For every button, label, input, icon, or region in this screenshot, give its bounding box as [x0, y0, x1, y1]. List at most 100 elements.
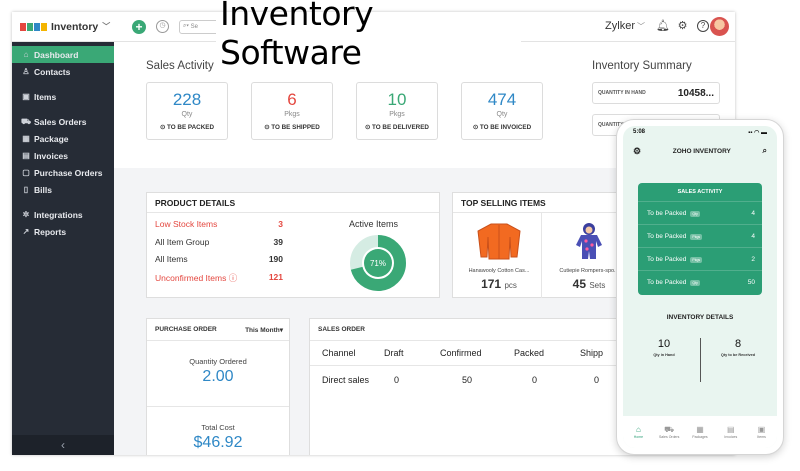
tab-label: Invoices	[724, 435, 738, 439]
qty-in-hand-value: 10	[657, 338, 671, 350]
sidebar-item-label: Contacts	[34, 66, 71, 77]
sidebar-item-reports[interactable]: ↗ Reports	[12, 223, 114, 240]
top-item[interactable]: Hanawooly Cotton Cas... 171 pcs	[455, 213, 543, 297]
mobile-activity-row[interactable]: To be Packed Pkgs 2	[638, 247, 762, 270]
sidebar-item-dashboard[interactable]: ⌂ Dashboard	[12, 46, 114, 63]
mobile-tab-home[interactable]: ⌂ Home	[624, 425, 652, 439]
total-cost-block: Total Cost $46.92	[147, 423, 289, 452]
mobile-activity-row[interactable]: To be Packed Pkgs 4	[638, 224, 762, 247]
stat-to-be-delivered[interactable]: 10 Pkgs ⊙ TO BE DELIVERED	[356, 82, 438, 140]
mobile-activity-row[interactable]: To be Packed Qty 4	[638, 201, 762, 224]
history-icon[interactable]: ◷	[156, 20, 169, 33]
product-details-title: PRODUCT DETAILS	[147, 193, 439, 213]
stat-to-be-shipped[interactable]: 6 Pkgs ⊙ TO BE SHIPPED	[251, 82, 333, 140]
low-stock-row[interactable]: Low Stock Items 3	[155, 219, 283, 229]
gear-icon[interactable]: ⚙	[633, 145, 642, 156]
truck-icon: ⊙	[264, 124, 272, 131]
item-unit: pcs	[504, 281, 517, 290]
col-confirmed: Confirmed	[440, 341, 514, 366]
tab-label: Home	[633, 435, 644, 439]
chevron-left-icon: ‹	[61, 438, 65, 452]
sidebar-item-integrations[interactable]: ✲ Integrations	[12, 206, 114, 223]
caret-down-icon: ▾	[279, 326, 283, 334]
quantity-row-label: QUANTITY	[598, 122, 624, 128]
tab-label: Items	[757, 435, 766, 439]
stat-label: TO BE DELIVERED	[372, 124, 429, 131]
qty-to-receive-value: 8	[734, 338, 742, 350]
row-label: To be Packed	[647, 255, 687, 263]
sidebar-item-label: Purchase Orders	[34, 167, 103, 178]
stat-unit: Qty	[181, 111, 193, 118]
sidebar-item-label: Package	[34, 133, 69, 144]
check-circle-icon: ⊙	[159, 124, 168, 131]
sidebar-spacer	[12, 105, 114, 113]
stat-label: TO BE PACKED	[167, 124, 215, 131]
org-switcher[interactable]: Zylker ﹀	[605, 20, 645, 32]
bell-icon[interactable]: 🔔︎	[656, 20, 670, 32]
search-input[interactable]: ⌕▾ Se	[179, 19, 219, 34]
quantity-in-hand-row: QUANTITY IN HAND 10458...	[592, 82, 720, 104]
period-select[interactable]: This Month▾	[245, 326, 283, 334]
cell-draft: 0	[394, 375, 400, 386]
sidebar-item-invoices[interactable]: ▤ Invoices	[12, 147, 114, 164]
zoho-logo	[20, 22, 48, 31]
unconfirmed-items-row[interactable]: Unconfirmed Items ⓘ 121	[155, 272, 283, 284]
item-group-row[interactable]: All Item Group 39	[155, 237, 283, 247]
row-label: All Items	[155, 254, 188, 264]
stat-to-be-invoiced[interactable]: 474 Qty ⊙ TO BE INVOICED	[461, 82, 543, 140]
mobile-time: 5:08	[633, 129, 646, 135]
stat-value: 474	[487, 90, 517, 109]
qty-in-hand-label: Qty in Hand	[653, 353, 675, 357]
all-items-row[interactable]: All Items 190	[155, 254, 283, 264]
stat-value: 228	[172, 90, 202, 109]
avatar[interactable]	[710, 17, 729, 36]
help-icon[interactable]: ?	[697, 20, 709, 32]
inventory-summary-title: Inventory Summary	[592, 60, 692, 72]
check-circle-icon: ⊙	[472, 124, 480, 131]
search-icon[interactable]: ⌕	[762, 146, 767, 155]
mobile-tab-items[interactable]: ▣ Items	[748, 425, 776, 439]
invoice-icon: ▤	[22, 151, 30, 160]
cell-shipped: 0	[594, 375, 600, 386]
item-unit: Sets	[589, 281, 606, 290]
row-label: To be Packed	[647, 278, 687, 286]
brand[interactable]: Inventory ﹀	[12, 12, 114, 42]
purchase-order-card: PURCHASE ORDER This Month▾ Quantity Orde…	[146, 318, 290, 455]
box-icon: ▣	[22, 92, 30, 101]
mobile-tab-invoices[interactable]: ▤ Invoices	[717, 425, 745, 439]
gear-icon[interactable]: ⚙	[677, 20, 688, 32]
sidebar-item-contacts[interactable]: ♙ Contacts	[12, 63, 114, 80]
sidebar-item-sales-orders[interactable]: ⛟ Sales Orders	[12, 113, 114, 130]
table-row[interactable]: Direct sales 0 50 0 0	[310, 365, 734, 395]
sidebar-item-purchase-orders[interactable]: ▢ Purchase Orders	[12, 164, 114, 181]
sales-order-table: Channel Draft Confirmed Packed Shipp Dir…	[310, 341, 734, 395]
mobile-app-title: ZOHO INVENTORY	[672, 147, 731, 155]
mobile-status-bar: 5:08 ▪▪ ◠ ▬	[623, 126, 777, 140]
stat-value: 10	[387, 90, 407, 109]
active-items-donut: 71%	[350, 235, 406, 291]
search-placeholder: Se	[190, 23, 198, 30]
mobile-app-mockup: 5:08 ▪▪ ◠ ▬ ⚙ ZOHO INVENTORY ⌕ SALES ACT…	[616, 119, 784, 455]
stat-label: TO BE INVOICED	[479, 124, 532, 131]
sidebar-item-items[interactable]: ▣ Items	[12, 88, 114, 105]
truck-icon: ⊙	[365, 124, 373, 131]
mobile-tab-packages[interactable]: ▦ Packages	[686, 425, 714, 439]
stat-to-be-packed[interactable]: 228 Qty ⊙ TO BE PACKED	[146, 82, 228, 140]
top-item[interactable]: Cutiepie Rompers-spo... 45 Sets	[545, 213, 633, 297]
sidebar-item-label: Sales Orders	[34, 116, 87, 127]
sidebar-item-package[interactable]: ▦ Package	[12, 130, 114, 147]
total-cost-value: $46.92	[193, 434, 243, 451]
quick-create-button[interactable]: +	[132, 19, 146, 34]
row-value: 2	[751, 255, 755, 263]
sidebar-item-bills[interactable]: ▯ Bills	[12, 181, 114, 198]
collapse-sidebar-button[interactable]: ‹	[12, 435, 114, 455]
brand-name: Inventory	[51, 20, 99, 33]
purchase-order-title: PURCHASE ORDER	[155, 326, 217, 333]
item-name: Hanawooly Cotton Cas...	[468, 268, 530, 274]
sidebar-item-label: Invoices	[34, 150, 69, 161]
mobile-tab-sales-orders[interactable]: ⛟ Sales Orders	[655, 425, 683, 439]
home-icon: ⌂	[23, 50, 29, 59]
total-cost-label: Total Cost	[201, 423, 235, 432]
mobile-activity-row[interactable]: To be Packed Qty 50	[638, 270, 762, 293]
invoice-icon: ▤	[727, 425, 735, 434]
